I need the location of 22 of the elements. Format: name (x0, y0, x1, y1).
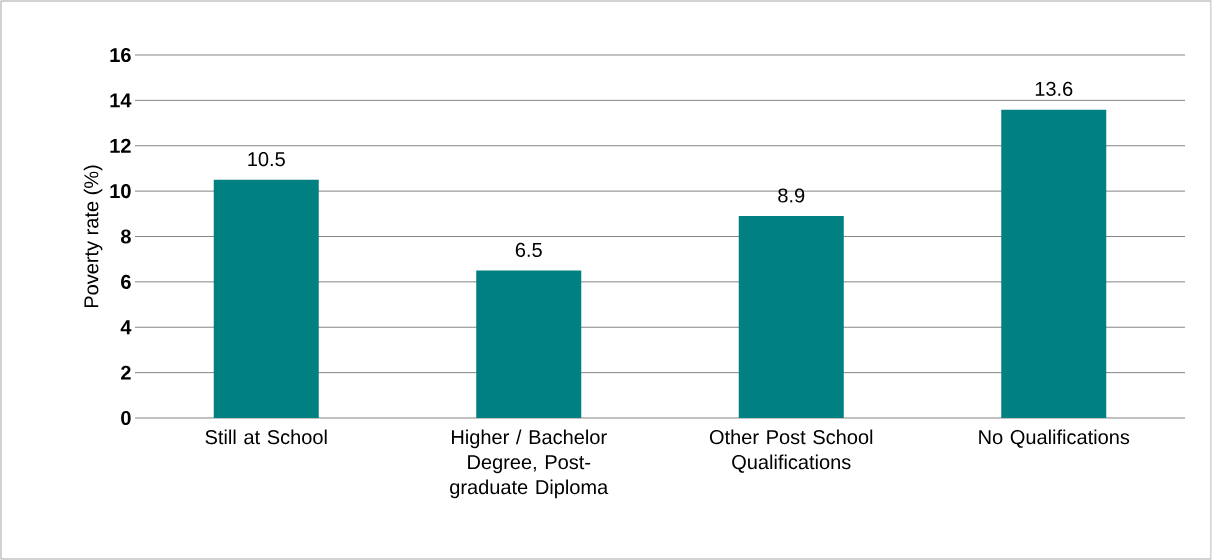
bar (1001, 109, 1107, 418)
bar (476, 270, 582, 418)
data-label: 13.6 (1035, 81, 1073, 96)
x-tick-label: No Qualifications (979, 429, 1130, 448)
bar (738, 216, 844, 418)
data-label: 8.9 (778, 188, 805, 203)
y-tick-label: 4 (120, 320, 132, 335)
x-tick-label: Still at School (205, 429, 327, 445)
y-tick-label: 16 (110, 47, 131, 63)
bar (213, 179, 319, 418)
x-tick-label: Other Post School Qualifications (709, 429, 873, 473)
y-tick-label: 14 (110, 93, 132, 108)
y-tick-label: 12 (110, 138, 131, 153)
y-tick-label: 2 (121, 365, 131, 380)
x-tick-label: Higher / Bachelor Degree, Post-graduate Diploma (450, 429, 609, 499)
y-axis-title: Poverty rate (%) (83, 165, 103, 308)
y-tick-label: 8 (120, 229, 131, 244)
y-tick-label: 0 (121, 410, 131, 426)
data-label: 10.5 (248, 152, 285, 167)
y-tick-label: 10 (110, 184, 131, 199)
data-label: 6.5 (515, 242, 542, 257)
y-tick-label: 6 (121, 274, 131, 289)
